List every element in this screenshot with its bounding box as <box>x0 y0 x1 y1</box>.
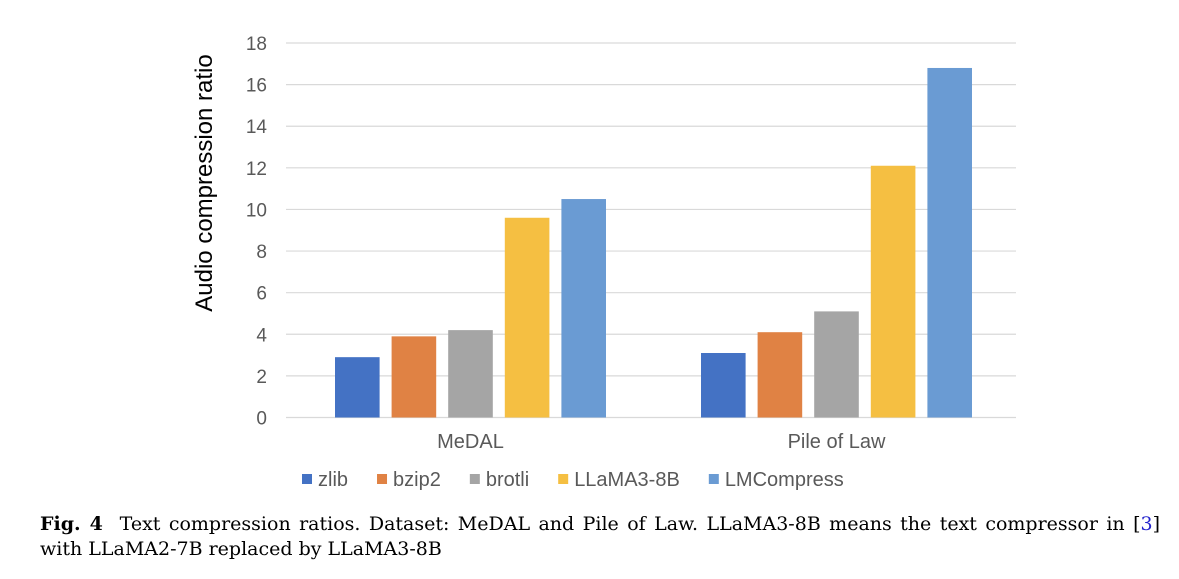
legend-swatch <box>708 474 719 484</box>
x-category-label: MeDAL <box>437 431 504 453</box>
bar-bzip2-pile-of-law <box>757 332 803 418</box>
legend-label: bzip2 <box>393 469 441 491</box>
legend: zlib bzip2 brotli LLaMA3-8B LMCompress <box>302 469 844 491</box>
legend-swatch <box>377 474 388 484</box>
y-tick-label: 2 <box>256 367 267 388</box>
bar-lmcompress-pile-of-law <box>927 67 972 418</box>
legend-label: LLaMA3-8B <box>574 469 680 491</box>
bar-brotli-medal <box>448 330 493 418</box>
citation-link[interactable]: 3 <box>1140 513 1153 535</box>
x-axis-category-labels: MeDAL Pile of Law <box>437 431 886 453</box>
figure-caption: Fig. 4 Text compression ratios. Dataset:… <box>40 512 1160 562</box>
bar-chart: 0 2 4 6 8 10 12 14 16 18 MeDAL Pile of Law Audio c… <box>191 34 1016 491</box>
legend-label: LMCompress <box>725 469 844 491</box>
bar-lmcompress-medal <box>561 199 606 418</box>
y-tick-label: 18 <box>246 34 267 55</box>
bar-brotli-pile-of-law <box>814 311 859 418</box>
bar-zlib-medal <box>335 357 380 418</box>
bars <box>335 67 972 418</box>
bar-bzip2-medal <box>391 336 437 418</box>
legend-swatch <box>558 474 569 484</box>
legend-item-zlib: zlib <box>302 469 348 491</box>
y-tick-label: 8 <box>256 242 267 263</box>
y-axis-ticks: 0 2 4 6 8 10 12 14 16 18 <box>246 34 268 430</box>
figure-label: Fig. 4 <box>40 513 103 535</box>
legend-item-brotli: brotli <box>469 469 529 491</box>
y-tick-label: 14 <box>246 117 268 138</box>
y-tick-label: 0 <box>256 409 267 430</box>
legend-swatch <box>302 474 312 484</box>
legend-label: brotli <box>486 469 529 491</box>
y-axis-label: Audio compression ratio <box>191 54 218 311</box>
y-tick-label: 16 <box>246 76 267 97</box>
y-tick-label: 6 <box>256 284 267 305</box>
bar-llama3-8b-pile-of-law <box>870 165 916 418</box>
x-category-label: Pile of Law <box>788 431 886 453</box>
legend-label: zlib <box>318 469 348 491</box>
bar-zlib-pile-of-law <box>701 353 746 418</box>
legend-swatch <box>469 474 480 484</box>
y-tick-label: 10 <box>246 200 267 221</box>
legend-item-bzip2: bzip2 <box>377 469 441 491</box>
y-tick-label: 4 <box>256 325 267 346</box>
bar-llama3-8b-medal <box>504 217 550 418</box>
legend-item-llama3-8b: LLaMA3-8B <box>558 469 680 491</box>
caption-text: Text compression ratios. Dataset: MeDAL … <box>119 513 1141 535</box>
legend-item-lmcompress: LMCompress <box>708 469 844 491</box>
caption-text-end: ] with LLaMA2-7B replaced by LLaMA3-8B <box>40 513 1160 560</box>
y-tick-label: 12 <box>246 159 267 180</box>
